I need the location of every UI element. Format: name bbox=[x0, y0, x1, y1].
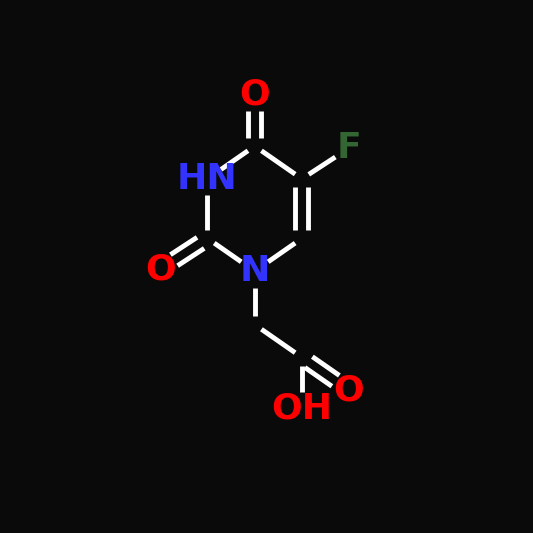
Text: OH: OH bbox=[271, 392, 333, 426]
Text: N: N bbox=[239, 254, 270, 288]
Text: F: F bbox=[337, 131, 361, 165]
Text: O: O bbox=[145, 252, 176, 286]
Text: O: O bbox=[334, 373, 365, 407]
Text: O: O bbox=[239, 78, 270, 112]
Text: HN: HN bbox=[177, 162, 238, 196]
